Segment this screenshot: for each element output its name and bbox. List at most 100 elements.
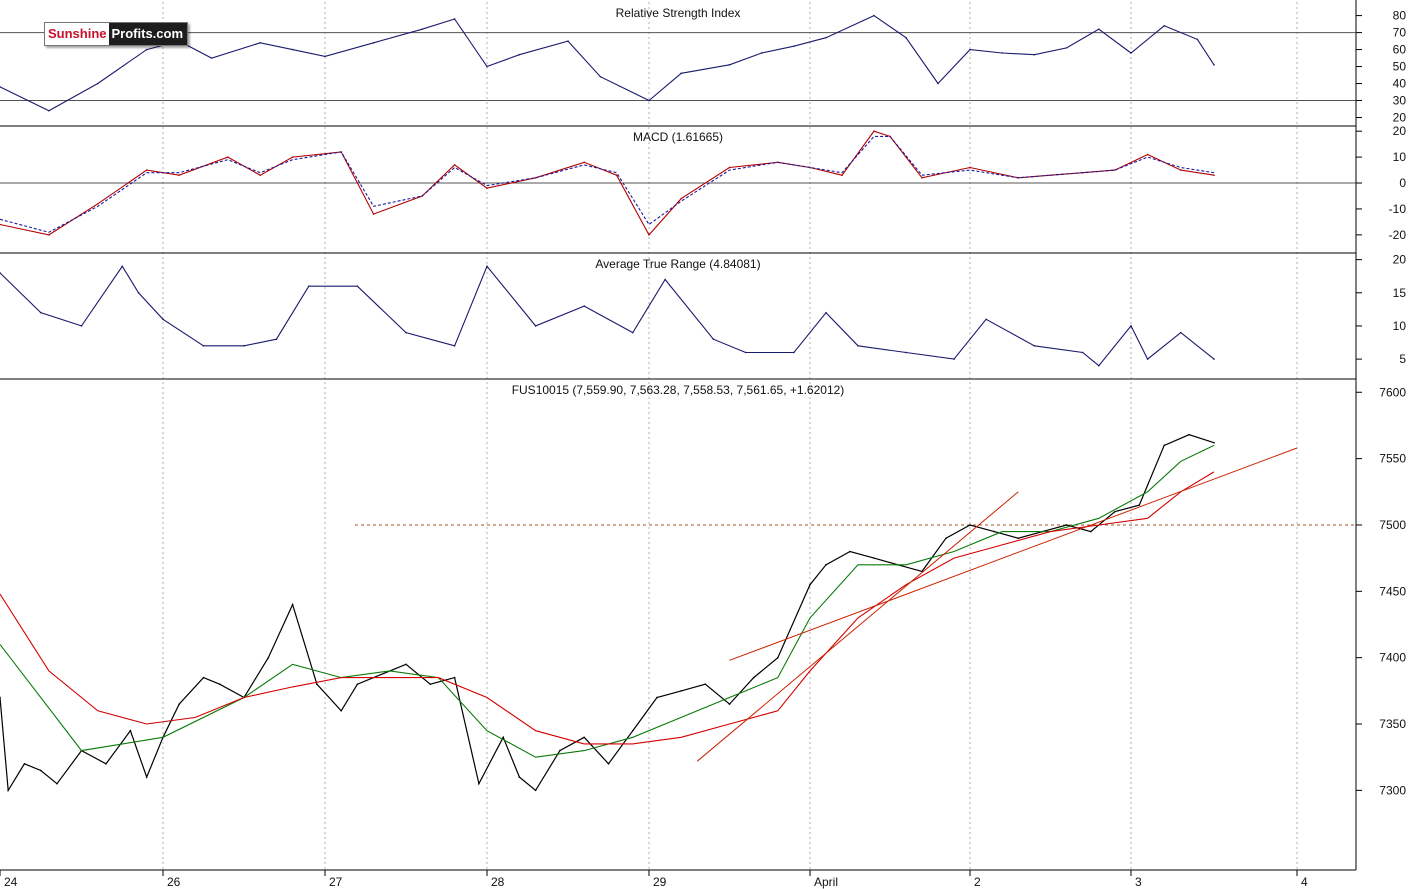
x-tick-label: 26	[167, 875, 181, 889]
x-tick-label: 3	[1135, 875, 1142, 889]
grid	[162, 2, 1298, 870]
price-data-point	[607, 763, 610, 765]
macd-data-point	[841, 174, 843, 177]
rsi-data-point	[259, 41, 262, 44]
atr-data-point	[985, 318, 987, 321]
price-data-point	[23, 763, 26, 765]
price-data-point	[105, 763, 107, 765]
rsi-data-point	[969, 48, 971, 51]
atr-y-tick-label: 20	[1393, 253, 1407, 267]
price-data-point	[1065, 524, 1068, 526]
price-y-tick-label: 7600	[1379, 385, 1406, 399]
macd-data-point	[1114, 169, 1116, 171]
atr-data-point	[857, 345, 859, 347]
macd-data-point	[48, 234, 50, 236]
macd-series-1-line	[0, 135, 1215, 233]
macd-data-point	[291, 156, 294, 158]
price-data-point	[267, 656, 270, 659]
rsi-y-tick-label: 60	[1393, 43, 1407, 57]
atr-data-point	[405, 331, 407, 334]
price-data-point	[969, 524, 971, 526]
macd-data-point	[259, 174, 262, 177]
trendline-long	[729, 447, 1298, 661]
atr-data-point	[162, 318, 164, 321]
price-data-point	[1089, 530, 1092, 533]
macd-data-point	[615, 174, 618, 177]
sunshine-profits-logo: Sunshine Profits.com	[44, 22, 189, 46]
x-tick-label: 24	[4, 875, 18, 889]
macd-data-point	[680, 197, 682, 200]
price-data-point	[559, 749, 561, 752]
atr-data-point	[308, 285, 310, 287]
atr-data-point	[1081, 351, 1084, 354]
price-data-point	[502, 736, 505, 739]
atr-data-point	[356, 285, 359, 287]
panels	[0, 0, 1357, 871]
rsi-data-point	[728, 64, 731, 66]
rsi-data-point	[0, 86, 1, 88]
price-data-point	[680, 690, 682, 692]
price-data-point	[534, 789, 537, 792]
price-data-point	[849, 550, 851, 553]
atr-data-point	[80, 325, 83, 327]
macd-data-point	[97, 202, 99, 205]
rsi-y-tick-label: 40	[1393, 77, 1407, 91]
price-data-point	[518, 776, 521, 778]
rsi-data-point	[1213, 64, 1215, 66]
price-data-point	[809, 583, 811, 586]
atr-data-point	[1180, 331, 1182, 334]
atr-data-point	[275, 338, 278, 341]
price-data-point	[993, 530, 995, 533]
atr-data-point	[632, 331, 634, 334]
price-data-point	[316, 683, 318, 686]
macd-y-tick-label: -20	[1389, 228, 1407, 242]
atr-data-point	[202, 345, 205, 347]
logo-part1: Sunshine	[45, 23, 109, 45]
atr-y-tick-label: 10	[1393, 319, 1407, 333]
macd-data-point	[873, 130, 875, 132]
rsi-title: Relative Strength Index	[616, 6, 741, 20]
price-data-point	[1163, 444, 1165, 447]
rsi-data-point	[648, 99, 650, 102]
rsi-y-tick-label: 80	[1393, 9, 1407, 23]
rsi-data-point	[873, 14, 875, 17]
rsi-data-point	[567, 40, 569, 42]
price-title: FUS10015 (7,559.90, 7,563.28, 7,558.53, …	[512, 383, 845, 397]
price-data-point	[202, 676, 205, 679]
atr-data-point	[1213, 358, 1215, 360]
price-data-point	[145, 776, 148, 778]
atr-data-point	[243, 345, 245, 347]
rsi-data-point	[760, 52, 763, 54]
price-y-tick-label: 7350	[1379, 717, 1406, 731]
price-y-tick-label: 7550	[1379, 452, 1406, 466]
price-data-point	[478, 782, 480, 785]
rsi-data-point	[1033, 53, 1036, 56]
macd-data-point	[372, 213, 375, 215]
rsi-data-point	[793, 45, 795, 47]
price-data-point	[356, 683, 359, 686]
rsi-data-point	[291, 48, 294, 51]
rsi-data-point	[97, 82, 99, 85]
price-data-point	[291, 603, 294, 606]
price-data-point	[1213, 441, 1215, 444]
atr-title: Average True Range (4.84081)	[595, 257, 760, 271]
x-tick-label: 29	[653, 875, 667, 889]
price-data-point	[1017, 537, 1020, 540]
atr-data-point	[712, 338, 715, 341]
price-data-point	[1114, 510, 1116, 513]
macd-data-point	[178, 174, 180, 177]
macd-y-tick-label: 20	[1393, 124, 1407, 138]
rsi-data-point	[486, 65, 488, 68]
macd-data-point	[583, 161, 585, 164]
price-data-point	[0, 696, 1, 699]
price-data-point	[7, 789, 9, 792]
rsi-data-point	[48, 109, 50, 112]
atr-y-tick-label: 15	[1393, 286, 1407, 300]
price-data-point	[129, 729, 132, 732]
atr-data-point	[39, 311, 42, 314]
macd-y-tick-label: 10	[1393, 150, 1407, 164]
atr-data-point	[137, 291, 140, 294]
x-tick-label: 28	[491, 875, 505, 889]
price-data-point	[1188, 433, 1190, 436]
